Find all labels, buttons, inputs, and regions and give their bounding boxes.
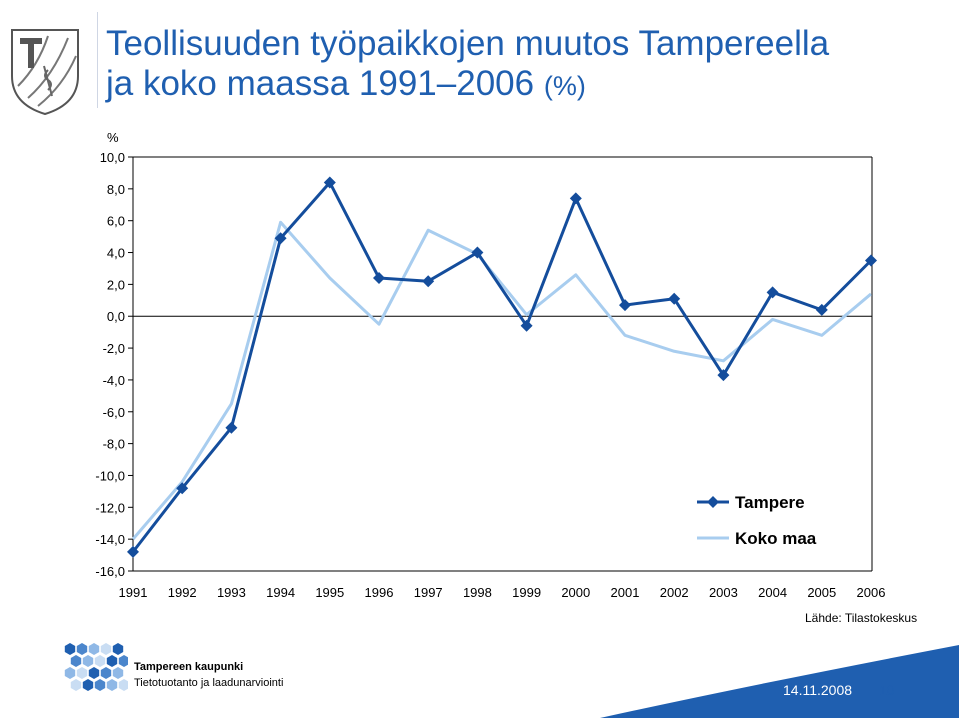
data-point-tampere — [471, 246, 484, 259]
source-note: Lähde: Tilastokeskus — [805, 611, 918, 625]
y-tick-label: -12,0 — [95, 500, 125, 515]
hexagon-cell — [88, 667, 100, 679]
footer-org-unit: Tietotuotanto ja laadunarviointi — [134, 677, 284, 689]
title-line-2-main: ja koko maassa 1991–2006 — [106, 64, 535, 103]
y-tick-label: 8,0 — [107, 182, 125, 197]
legend-label: Koko maa — [735, 529, 817, 548]
tampere-coat-of-arms-logo — [11, 29, 79, 116]
data-point-tampere — [865, 254, 877, 267]
x-tick-label: 1994 — [266, 585, 295, 600]
data-point-tampere — [668, 292, 681, 305]
y-tick-label: -4,0 — [103, 373, 125, 388]
data-point-tampere — [520, 319, 533, 332]
y-tick-label: -2,0 — [103, 341, 125, 356]
data-point-tampere — [323, 176, 336, 189]
x-tick-label: 1998 — [463, 585, 492, 600]
x-tick-label: 1993 — [217, 585, 246, 600]
y-tick-label: -8,0 — [103, 437, 125, 452]
footer-date: 14.11.2008 — [783, 682, 853, 698]
hexagon-cell — [100, 667, 112, 679]
title-line-2: ja koko maassa 1991–2006 (%) — [106, 64, 829, 106]
line-chart: % 10,0 8,0 6,0 4,0 2,0 0,0 -2,0 -4,0 -6,0 -8,0 -10,… — [95, 130, 886, 600]
data-point-tampere — [422, 275, 435, 288]
y-tick-label: -16,0 — [95, 564, 125, 579]
y-tick-label: 4,0 — [107, 246, 125, 261]
hexagon-cell — [118, 679, 128, 691]
y-axis-label: % — [107, 130, 119, 145]
x-tick-label: 2004 — [758, 585, 787, 600]
y-tick-label: 10,0 — [100, 150, 125, 165]
hexagon-cell — [100, 643, 112, 655]
title-line-1: Teollisuuden työpaikkojen muutos Tampere… — [106, 24, 830, 63]
y-tick-label: -6,0 — [103, 405, 125, 420]
legend-label: Tampere — [735, 493, 805, 512]
hexagon-cell — [70, 655, 82, 667]
hexagon-logo — [64, 643, 128, 691]
hexagon-cell — [106, 679, 118, 691]
x-tick-label: 2002 — [660, 585, 689, 600]
y-tick-label: 2,0 — [107, 277, 125, 292]
page-number: 10 — [879, 682, 895, 698]
data-point-tampere — [225, 421, 238, 434]
hexagon-cell — [94, 655, 106, 667]
hexagon-cell — [64, 643, 76, 655]
data-point-tampere — [717, 369, 730, 382]
y-tick-label: -14,0 — [95, 532, 125, 547]
data-point-tampere — [176, 482, 189, 495]
series-line-tampere — [131, 180, 873, 553]
x-tick-label: 1991 — [119, 585, 148, 600]
x-tick-label: 2003 — [709, 585, 738, 600]
hexagon-cell — [88, 643, 100, 655]
x-tick-label: 1997 — [414, 585, 443, 600]
hexagon-cell — [106, 655, 118, 667]
hexagon-cell — [82, 679, 94, 691]
hexagon-cell — [94, 679, 106, 691]
x-tick-label: 1992 — [168, 585, 197, 600]
hexagon-cell — [82, 655, 94, 667]
x-tick-label: 2005 — [807, 585, 836, 600]
data-point-tampere — [766, 286, 779, 299]
y-tick-label: 6,0 — [107, 214, 125, 229]
x-tick-label: 2000 — [561, 585, 590, 600]
header-divider — [97, 12, 98, 108]
hexagon-cell — [64, 667, 76, 679]
data-point-tampere — [127, 545, 139, 558]
x-tick-label: 2001 — [611, 585, 640, 600]
x-tick-label: 1996 — [365, 585, 394, 600]
legend-swatch-marker — [707, 496, 719, 508]
x-tick-label: 1995 — [315, 585, 344, 600]
hexagon-cell — [112, 643, 124, 655]
chart-series — [127, 176, 877, 558]
hexagon-cell — [70, 679, 82, 691]
hexagon-cell — [76, 667, 88, 679]
slide-title: Teollisuuden työpaikkojen muutos Tampere… — [106, 24, 829, 106]
hexagon-cell — [118, 655, 128, 667]
chart-legend: Tampere Koko maa — [697, 493, 817, 548]
title-unit: (%) — [543, 71, 586, 101]
y-tick-label: 0,0 — [107, 309, 125, 324]
hexagon-cell — [112, 667, 124, 679]
y-tick-label: -10,0 — [95, 468, 125, 483]
data-point-tampere — [815, 303, 828, 316]
x-tick-label: 1999 — [512, 585, 541, 600]
footer-band — [600, 645, 959, 718]
x-tick-label: 2006 — [857, 585, 886, 600]
series-line-koko-maa — [131, 220, 872, 541]
footer-org-name: Tampereen kaupunki — [134, 661, 244, 673]
data-point-tampere — [373, 272, 385, 285]
hexagon-cell — [76, 643, 88, 655]
data-point-tampere — [569, 192, 582, 205]
data-point-tampere — [619, 299, 631, 312]
data-point-tampere — [274, 232, 287, 245]
